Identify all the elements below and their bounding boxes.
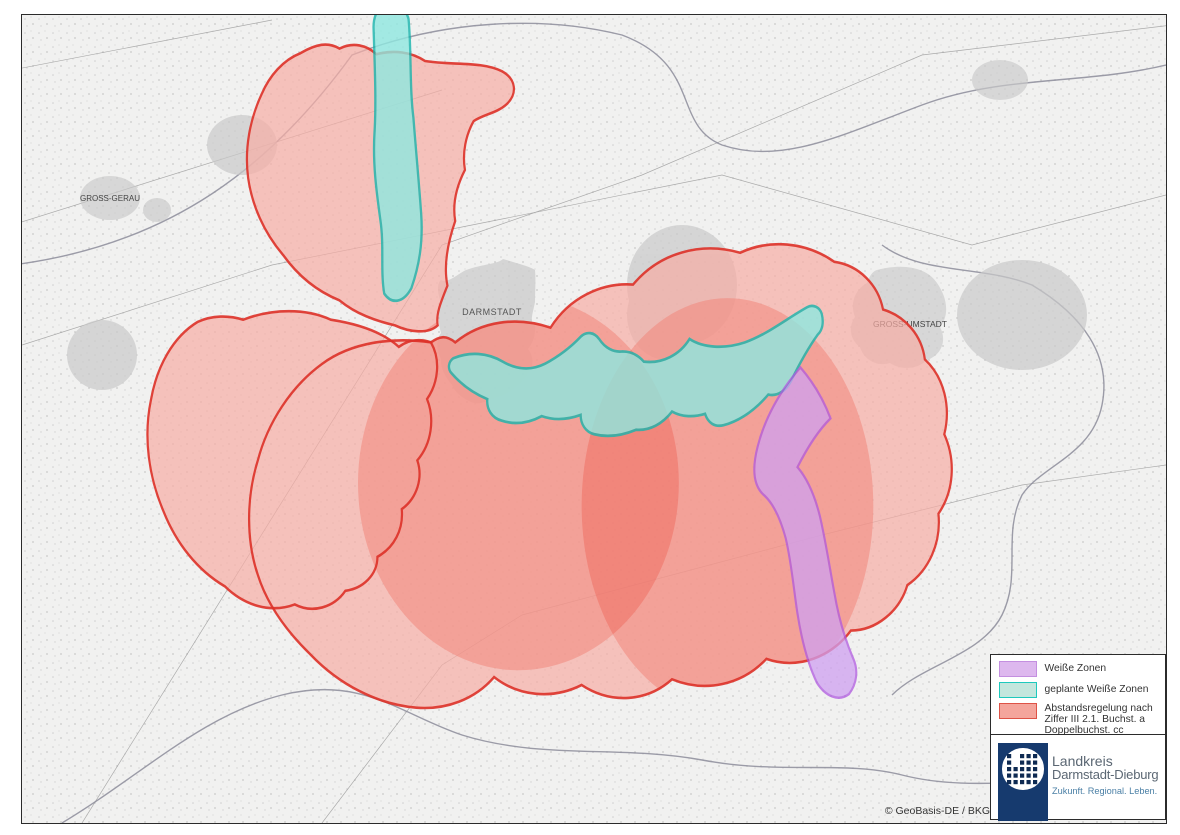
svg-text:© GeoBasis-DE / BKG: © GeoBasis-DE / BKG bbox=[885, 805, 990, 817]
